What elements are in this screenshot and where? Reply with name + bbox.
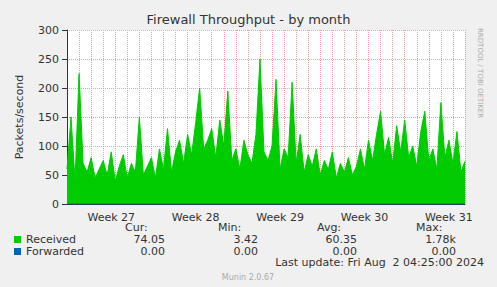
svg-text:0.00: 0.00 [141,245,166,258]
svg-text:Cur:: Cur: [125,221,148,234]
svg-text:0.00: 0.00 [332,245,357,258]
svg-text:150: 150 [38,111,59,124]
svg-text:Week 30: Week 30 [341,211,389,224]
svg-text:0.00: 0.00 [234,245,259,258]
svg-text:50: 50 [45,169,59,182]
svg-text:74.05: 74.05 [133,233,165,246]
svg-text:3.42: 3.42 [233,233,258,246]
svg-text:Munin 2.0.67: Munin 2.0.67 [222,273,274,282]
svg-text:Packets/second: Packets/second [13,75,26,160]
svg-text:60.35: 60.35 [325,233,357,246]
svg-text:Received: Received [26,233,77,246]
svg-text:Forwarded: Forwarded [26,245,84,258]
svg-text:Week 31: Week 31 [425,211,473,224]
svg-text:100: 100 [38,140,59,153]
svg-text:1.78k: 1.78k [425,233,456,246]
svg-text:250: 250 [38,53,59,66]
svg-text:Last update: Fri Aug 2 04:25:: Last update: Fri Aug 2 04:25:00 2024 [275,256,484,269]
svg-text:Week 28: Week 28 [172,211,220,224]
svg-text:Week 29: Week 29 [256,211,304,224]
svg-text:Firewall Throughput - by month: Firewall Throughput - by month [147,12,351,27]
svg-text:Min:: Min: [218,221,242,234]
svg-text:RRDTOOL / TOBI OETIKER: RRDTOOL / TOBI OETIKER [476,28,484,118]
svg-text:Avg:: Avg: [317,221,342,234]
svg-text:0: 0 [52,198,59,211]
svg-text:0.00: 0.00 [431,245,456,258]
svg-text:300: 300 [38,24,59,37]
svg-text:200: 200 [38,82,59,95]
svg-text:Week 27: Week 27 [87,211,135,224]
